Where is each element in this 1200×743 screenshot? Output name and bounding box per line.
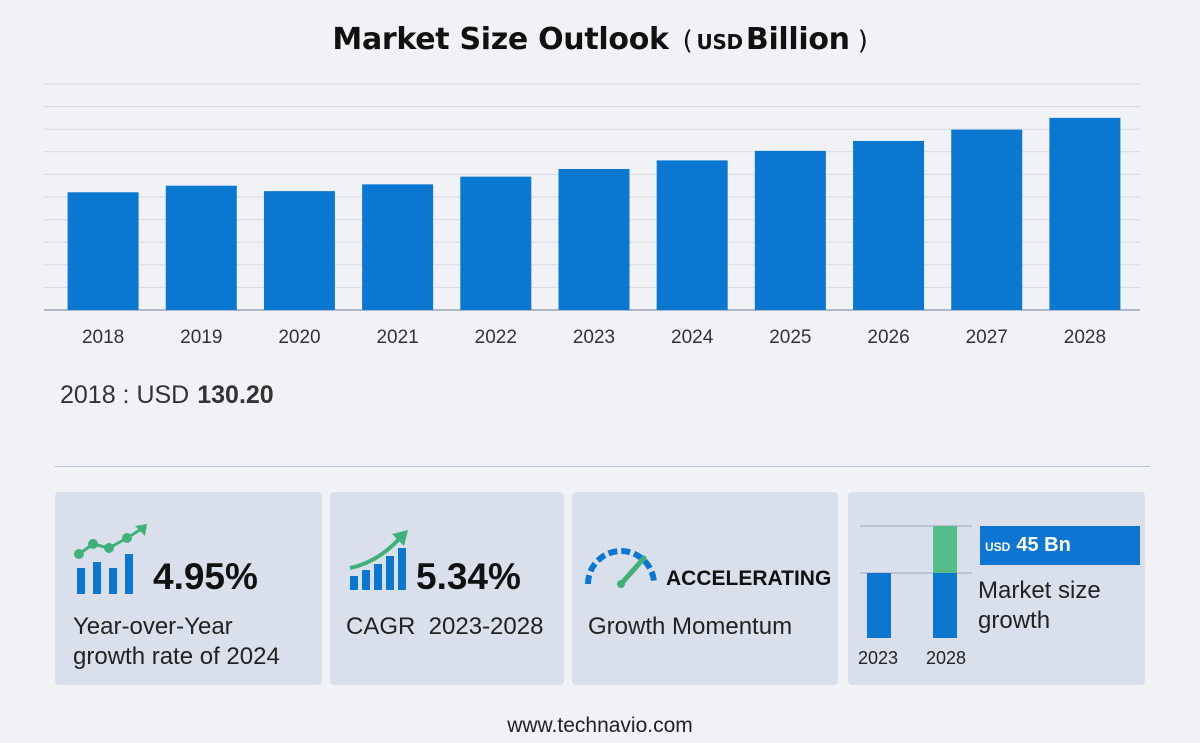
bar-2026 [853,140,925,310]
bar-2025 [754,150,826,310]
growth-value-badge: USD 45 Bn [980,526,1140,565]
x-tick-label: 2018 [82,327,124,348]
base-year-amount: 130.20 [197,381,274,409]
growth-year-start: 2023 [858,648,899,668]
speedometer-icon [585,548,657,588]
bar-2019 [165,185,237,310]
bar-2027 [951,129,1023,310]
growth-year-end: 2028 [926,648,967,668]
bar-2024 [656,160,728,310]
bar-2028 [1049,117,1121,311]
footer-url: www.technavio.com [507,714,693,737]
x-tick-label: 2022 [475,327,517,348]
cagr-value: 5.34% [416,556,521,597]
x-tick-label: 2023 [573,327,615,348]
yoy-label-line1: Year-over-Year [73,613,233,640]
rising-bars-icon [349,530,408,590]
growth-currency: USD [985,540,1011,554]
title-paren-close: ) [857,26,868,56]
base-year-value: 2018 : USD 130.20 [60,381,274,410]
bar-2018 [67,192,139,310]
growth-card: USD 45 Bn Market size growth 2023 2028 [848,492,1145,685]
bar-2020 [263,191,335,310]
x-tick-label: 2025 [769,327,811,348]
chart-title-main: Market Size Outlook [332,22,669,57]
momentum-label: Growth Momentum [588,613,793,640]
growth-label-line2: growth [978,607,1051,634]
momentum-card: ACCELERATING Growth Momentum [572,492,838,685]
x-tick-label: 2019 [180,327,222,348]
growth-value: 45 Bn [1016,534,1071,556]
bar-2023 [558,168,630,310]
base-year-label: 2018 : USD [60,381,190,409]
growth-bars-icon [860,525,972,638]
yoy-value: 4.95% [153,556,258,597]
cagr-label: CAGR 2023-2028 [346,613,544,640]
bar-2021 [362,184,434,310]
x-tick-label: 2026 [867,327,909,348]
chart-trend-icon [74,524,147,594]
x-tick-label: 2027 [966,327,1008,348]
section-divider [55,466,1150,467]
growth-label-line1: Market size [978,577,1101,604]
x-tick-label: 2020 [278,327,320,348]
yoy-card: 4.95% Year-over-Year growth rate of 2024 [55,492,322,685]
cagr-card: 5.34% CAGR 2023-2028 [330,492,564,685]
bar-chart: 2018 2019 2020 2021 2022 2023 2024 2025 2026 2027… [44,83,1140,348]
title-unit: Billion [745,22,850,57]
yoy-label-line2: growth rate of 2024 [73,643,280,670]
chart-title: Market Size Outlook (USD Billion) [0,22,1200,57]
momentum-value: ACCELERATING [666,567,832,590]
title-paren-open: ( [682,26,693,56]
x-tick-label: 2024 [671,327,714,348]
x-tick-label: 2028 [1064,327,1106,348]
bar-2022 [460,176,532,310]
title-currency: USD [696,30,744,54]
x-tick-label: 2021 [376,327,418,348]
